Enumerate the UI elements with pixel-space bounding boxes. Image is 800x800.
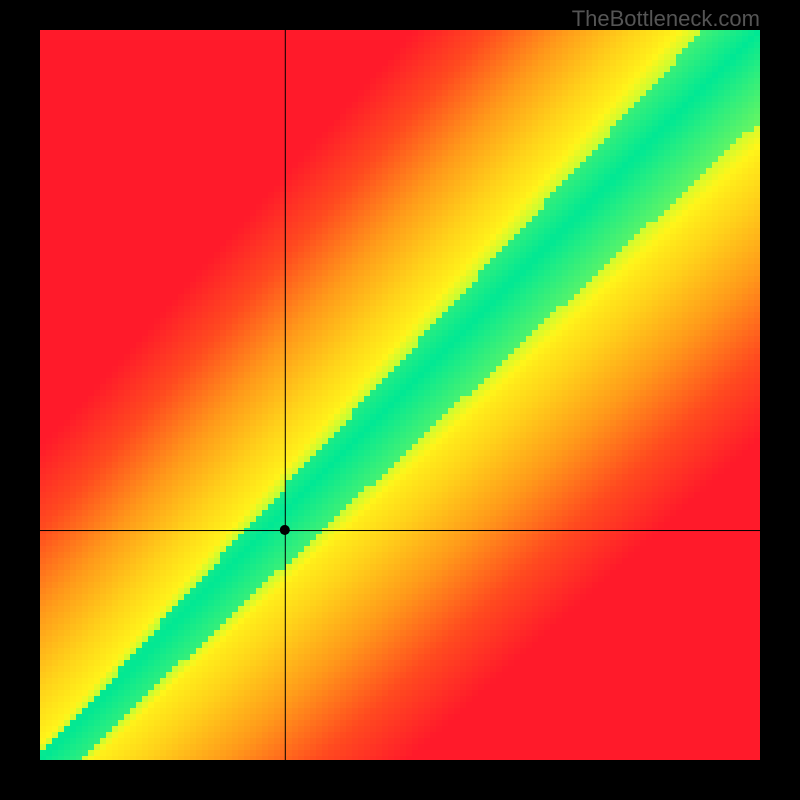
heatmap-plot — [40, 30, 760, 760]
chart-container: TheBottleneck.com — [0, 0, 800, 800]
watermark-text: TheBottleneck.com — [572, 6, 760, 32]
heatmap-canvas — [40, 30, 760, 760]
